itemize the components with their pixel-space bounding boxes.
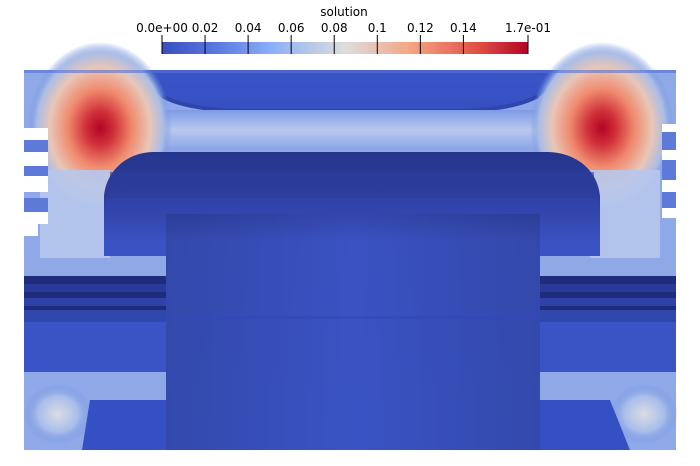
foot-right — [540, 372, 678, 450]
fins-right — [662, 124, 676, 218]
colorbar-tick-label: 0.08 — [321, 21, 348, 35]
cavity-band-2 — [106, 198, 598, 214]
colorbar-tick-label: 1.7e-01 — [505, 21, 551, 35]
colorbar: solution 0.0e+00 0.02 0.04 0.06 0.08 0.1 0.12 0… — [136, 5, 551, 54]
cavity-band-3 — [166, 316, 540, 319]
colorbar-tick-label: 0.12 — [407, 21, 434, 35]
foot-left — [24, 372, 92, 450]
pillar-left-glow — [40, 170, 110, 260]
colorbar-tick-label: 0.02 — [192, 21, 219, 35]
colorbar-tick-label: 0.0e+00 — [136, 21, 188, 35]
pillar-right-glow — [590, 170, 660, 260]
colorbar-title: solution — [320, 5, 368, 19]
colorbar-tick-label: 0.06 — [278, 21, 305, 35]
colorbar-gradient — [162, 42, 528, 54]
colorbar-ticks: 0.0e+00 0.02 0.04 0.06 0.08 0.1 0.12 0.14 1.7e-0… — [136, 21, 551, 54]
colorbar-tick-label: 0.04 — [235, 21, 262, 35]
foot-left-inner — [82, 400, 166, 450]
rendered-object — [0, 42, 678, 450]
ledge-left — [24, 258, 166, 400]
ledge-right — [540, 258, 676, 400]
cavity-side-shade — [166, 214, 540, 450]
top-dome — [150, 70, 550, 110]
fins-left — [0, 128, 48, 238]
edge-top — [24, 70, 676, 73]
colorbar-tick-label: 0.1 — [368, 21, 387, 35]
cavity-band-1 — [110, 172, 594, 182]
bridge-band — [110, 110, 590, 150]
colorbar-tick-label: 0.14 — [450, 21, 477, 35]
